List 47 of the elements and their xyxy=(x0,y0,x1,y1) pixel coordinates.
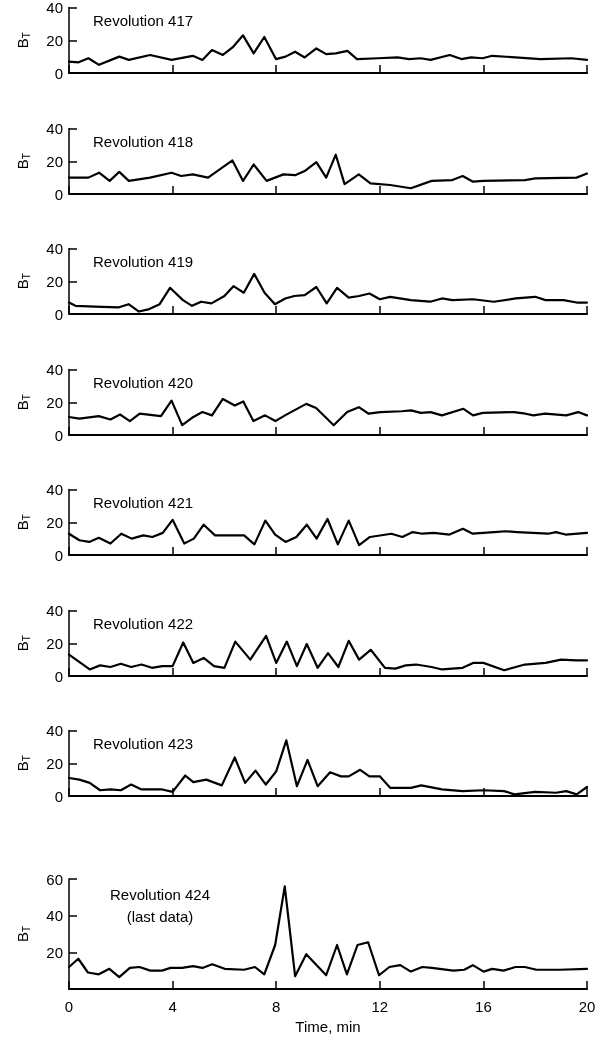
y-tick-label: 0 xyxy=(54,787,63,805)
annotation: Revolution 422 xyxy=(93,614,194,632)
y-tick-label: 20 xyxy=(46,393,63,411)
annotation: (last data) xyxy=(126,907,194,925)
y-axis-title: BT xyxy=(13,32,32,49)
x-tick-label: 12 xyxy=(371,997,389,1015)
x-axis-title: Time, min xyxy=(295,1017,361,1035)
y-tick-label: 20 xyxy=(46,513,63,531)
y-tick-label: 0 xyxy=(54,64,63,82)
x-tick-label: 16 xyxy=(475,997,492,1015)
annotation: Revolution 418 xyxy=(93,132,194,150)
y-tick-label: 20 xyxy=(46,943,63,961)
annotation: Revolution 420 xyxy=(93,373,194,391)
y-tick-label: 20 xyxy=(46,152,63,170)
y-tick-label: 20 xyxy=(46,272,63,290)
y-tick-label: 40 xyxy=(46,0,63,16)
y-tick-label: 40 xyxy=(46,360,63,378)
y-tick-label: 0 xyxy=(54,546,63,564)
y-tick-label: 40 xyxy=(46,906,63,924)
y-axis-title: BT xyxy=(13,514,32,531)
y-axis-title: BT xyxy=(13,393,32,410)
y-tick-label: 40 xyxy=(46,240,63,257)
y-tick-label: 40 xyxy=(46,722,63,739)
y-tick-label: 20 xyxy=(46,31,63,49)
annotation: Revolution 417 xyxy=(93,12,194,29)
x-tick-label: 4 xyxy=(168,997,177,1015)
y-axis-title: BT xyxy=(13,634,32,651)
annotation: Revolution 423 xyxy=(93,735,194,752)
y-tick-label: 40 xyxy=(46,601,63,619)
y-tick-label: 40 xyxy=(46,481,63,498)
y-tick-label: 40 xyxy=(46,119,63,137)
y-tick-label: 0 xyxy=(54,667,63,684)
y-tick-label: 60 xyxy=(46,870,63,887)
y-axis-title: BT xyxy=(13,152,32,169)
annotation: Revolution 421 xyxy=(93,494,194,511)
y-tick-label: 20 xyxy=(46,634,63,652)
annotation: Revolution 424 xyxy=(109,885,211,903)
y-tick-label: 20 xyxy=(46,754,63,772)
y-tick-label: 0 xyxy=(54,305,63,323)
y-tick-label: 0 xyxy=(54,426,63,443)
annotation: Revolution 419 xyxy=(93,253,194,270)
y-axis-title: BT xyxy=(13,273,32,290)
y-axis-title: BT xyxy=(13,755,32,772)
y-axis-title: BT xyxy=(13,925,32,942)
x-tick-label: 20 xyxy=(578,997,596,1015)
y-tick-label: 0 xyxy=(54,185,63,202)
x-tick-label: 8 xyxy=(272,997,281,1015)
